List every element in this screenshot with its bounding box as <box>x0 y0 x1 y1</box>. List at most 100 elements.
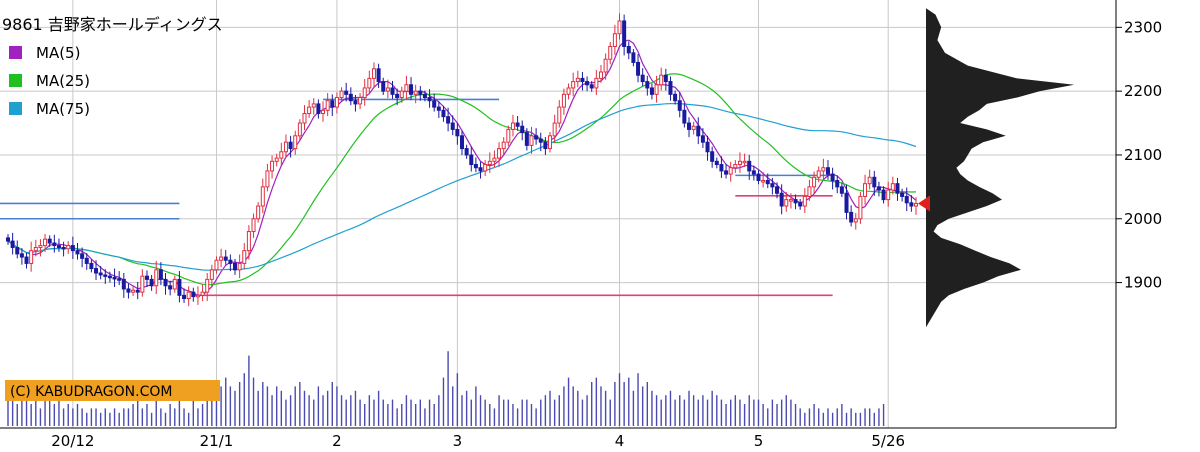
candle-body <box>557 106 562 124</box>
candle-body <box>279 151 284 159</box>
candle-body <box>61 246 66 250</box>
candle-body <box>728 167 733 175</box>
candle-body <box>872 176 877 188</box>
x-tick-label: 5/26 <box>871 432 905 450</box>
candle-body <box>404 84 409 92</box>
candle-body <box>399 90 404 99</box>
y-tick-label: 2300 <box>1124 18 1162 36</box>
candle-body <box>881 189 886 201</box>
candle-body <box>691 125 696 130</box>
legend-label-ma25: MA(25) <box>36 72 90 90</box>
candle-body <box>43 238 48 247</box>
candle-body <box>673 93 678 102</box>
candle-body <box>455 128 460 137</box>
legend-swatch-ma25 <box>9 74 22 87</box>
candle-body <box>770 183 775 188</box>
candle-body <box>510 122 515 130</box>
candle-body <box>191 291 196 298</box>
candle-body <box>344 90 349 95</box>
candle-body <box>140 275 145 293</box>
candle-body <box>270 160 275 172</box>
candle-body <box>33 246 38 252</box>
candle-body <box>98 272 103 276</box>
candle-body <box>876 186 881 191</box>
candle-body <box>816 170 821 178</box>
candle-body <box>478 167 483 172</box>
candle-body <box>710 151 715 162</box>
ma-line-25 <box>7 73 917 286</box>
candle-body <box>719 164 724 172</box>
candle-body <box>585 81 590 86</box>
x-tick-label: 21/1 <box>200 432 234 450</box>
chart-title: 9861 吉野家ホールディングス <box>2 15 223 34</box>
candle-body <box>812 176 817 188</box>
candle-body <box>538 138 543 143</box>
candle-body <box>909 202 914 207</box>
candle-body <box>853 218 858 223</box>
candle-body <box>473 164 478 169</box>
candle-body <box>529 135 534 146</box>
candle-body <box>705 141 710 153</box>
candle-body <box>459 135 465 150</box>
candle-body <box>779 192 784 207</box>
credit-background <box>5 380 220 401</box>
candle-body <box>251 218 256 233</box>
candle-body <box>353 100 358 105</box>
x-tick-label: 3 <box>453 432 463 450</box>
candle-body <box>617 20 622 35</box>
candle-body <box>126 288 131 293</box>
candle-body <box>15 246 20 255</box>
candle-body <box>112 276 117 280</box>
candle-body <box>784 199 789 207</box>
candle-body <box>802 195 807 207</box>
candle-body <box>107 275 112 279</box>
candle-body <box>742 160 747 164</box>
candle-body <box>552 122 557 137</box>
candle-body <box>209 269 214 280</box>
current-price-arrow <box>918 195 930 212</box>
candle-body <box>432 100 437 108</box>
candle-body <box>274 157 279 162</box>
candle-body <box>38 245 43 248</box>
candle-body <box>913 202 919 207</box>
legend: MA(5) MA(25) MA(75) <box>9 44 90 118</box>
candle-body <box>223 256 228 261</box>
candle-body <box>117 278 122 281</box>
candle-body <box>219 256 224 261</box>
candle-body <box>228 259 233 264</box>
candle-body <box>172 278 177 290</box>
candle-body <box>821 167 826 172</box>
candle-body <box>751 170 756 175</box>
candle-body <box>158 269 163 280</box>
candle-body <box>409 84 414 95</box>
candle-body <box>631 52 636 63</box>
candle-body <box>84 257 89 264</box>
candle-body <box>381 81 386 92</box>
candle-body <box>367 77 372 89</box>
candle-body <box>886 189 891 201</box>
candle-body <box>825 167 830 175</box>
candle-body <box>316 103 321 114</box>
candle-body <box>154 269 159 287</box>
candle-body <box>131 289 136 293</box>
candle-body <box>663 74 668 83</box>
candle-body <box>543 141 548 150</box>
candle-body <box>376 68 381 83</box>
candle-body <box>649 87 654 95</box>
candle-body <box>186 291 191 300</box>
candle-body <box>436 106 441 111</box>
candle-body <box>144 275 149 280</box>
grid <box>0 0 1116 428</box>
candle-body <box>418 90 423 95</box>
credit-text: (C) KABUDRAGON.COM <box>10 384 172 400</box>
candle-body <box>733 164 738 169</box>
candle-body <box>737 160 742 166</box>
candle-body <box>839 186 844 194</box>
candle-body <box>89 262 94 270</box>
candle-body <box>242 250 247 264</box>
candle-body <box>756 173 761 181</box>
candle-body <box>390 87 395 95</box>
candle-body <box>29 250 34 264</box>
candle-body <box>534 135 539 140</box>
candle-body <box>626 45 631 54</box>
